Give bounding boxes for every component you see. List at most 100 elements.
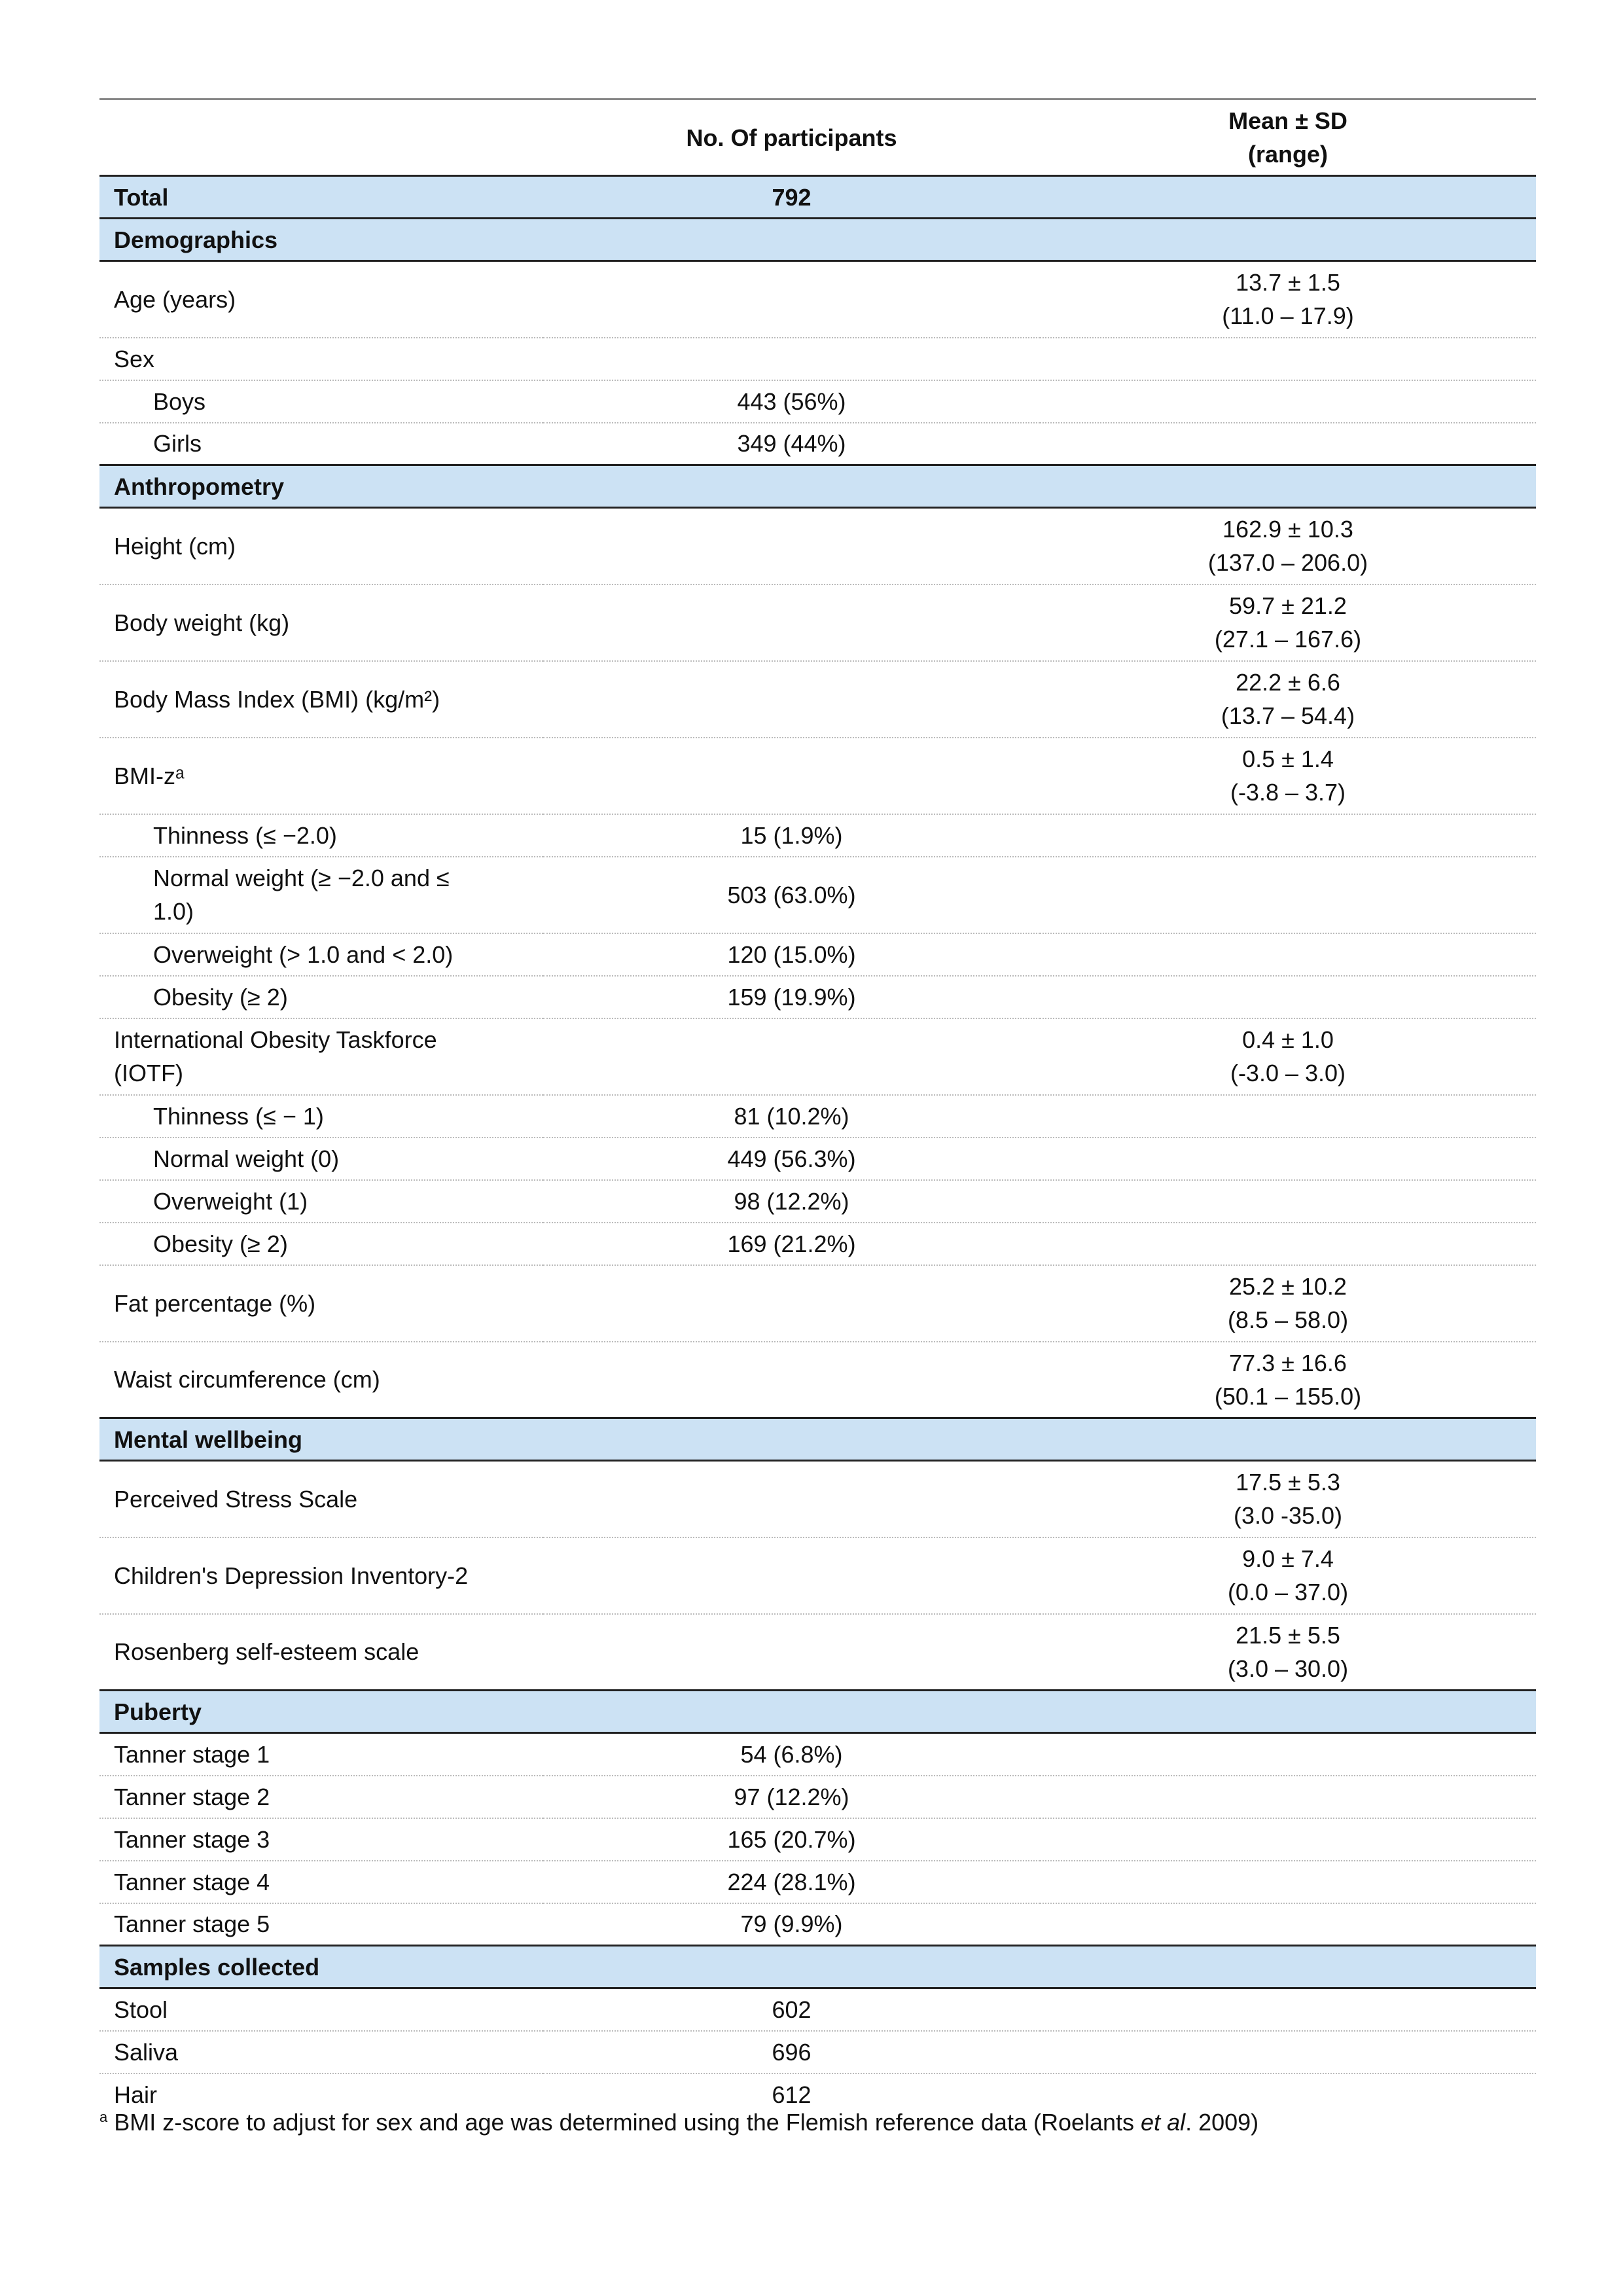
row-label: Overweight (> 1.0 and < 2.0)	[153, 941, 454, 968]
mean-sd-cell	[1040, 219, 1536, 261]
mean-sd-cell: 77.3 ± 16.6 (50.1 – 155.0)	[1040, 1342, 1536, 1418]
table-row: Height (cm) 162.9 ± 10.3 (137.0 – 206.0)	[99, 508, 1536, 584]
row-label: Hair	[114, 2081, 158, 2108]
table-row: Normal weight (≥ −2.0 and ≤ 1.0) 503 (63.…	[99, 857, 1536, 933]
participants-count	[543, 508, 1040, 584]
row-label: Tanner stage 4	[114, 1868, 270, 1895]
mean-sd-cell: 0.5 ± 1.4 (-3.8 – 3.7)	[1040, 738, 1536, 814]
mean-sd-cell: 9.0 ± 7.4 (0.0 – 37.0)	[1040, 1537, 1536, 1614]
mean-sd-cell	[1040, 1691, 1536, 1733]
table-row: Tanner stage 4 224 (28.1%)	[99, 1861, 1536, 1903]
participants-count	[543, 1342, 1040, 1418]
table-row: Normal weight (0) 449 (56.3%)	[99, 1138, 1536, 1180]
table-row: Girls 349 (44%)	[99, 423, 1536, 465]
mean-sd-value: 25.2 ± 10.2	[1229, 1273, 1347, 1300]
participants-count	[543, 1537, 1040, 1614]
range-value: (50.1 – 155.0)	[1214, 1382, 1362, 1410]
mean-sd-cell	[1040, 338, 1536, 380]
row-label: BMI-zᵃ	[114, 762, 185, 789]
row-label: Tanner stage 2	[114, 1783, 270, 1810]
footnote: a BMI z-score to adjust for sex and age …	[99, 2109, 1258, 2136]
participants-count: 54 (6.8%)	[740, 1740, 843, 1768]
participants-count	[543, 1418, 1040, 1461]
participants-count: 79 (9.9%)	[740, 1910, 843, 1938]
row-label: Height (cm)	[114, 532, 236, 560]
row-label: Puberty	[114, 1698, 202, 1725]
table-row: International Obesity Taskforce (IOTF) 0.…	[99, 1018, 1536, 1095]
participant-characteristics-table: No. Of participants Mean ± SD (range) Tot…	[99, 98, 1536, 2116]
mean-sd-cell	[1040, 1138, 1536, 1180]
participants-count: 97 (12.2%)	[734, 1783, 849, 1810]
footnote-italic: et al	[1141, 2109, 1186, 2136]
participants-count	[543, 1946, 1040, 1988]
row-label: Tanner stage 1	[114, 1740, 270, 1768]
mean-sd-value: 162.9 ± 10.3	[1222, 516, 1353, 543]
row-label: Anthropometry	[114, 473, 284, 500]
mean-sd-cell: 13.7 ± 1.5 (11.0 – 17.9)	[1040, 261, 1536, 338]
mean-sd-cell	[1040, 933, 1536, 976]
participants-count: 98 (12.2%)	[734, 1187, 849, 1215]
row-label: Age (years)	[114, 285, 236, 313]
section-header-row: Demographics	[99, 218, 1536, 261]
row-label: Tanner stage 3	[114, 1825, 270, 1853]
table-row: Rosenberg self-esteem scale 21.5 ± 5.5 (3.…	[99, 1614, 1536, 1691]
table-row: Tanner stage 2 97 (12.2%)	[99, 1776, 1536, 1818]
participants-count: 792	[772, 183, 812, 211]
participants-count: 349 (44%)	[737, 430, 846, 457]
table-body: Total 792 Demographics Age (years) 13.7 ± 1.…	[99, 175, 1536, 2116]
row-label: Thinness (≤ −2.0)	[153, 821, 337, 849]
mean-sd-cell	[1040, 1418, 1536, 1461]
row-label: Girls	[153, 430, 202, 457]
row-label: Obesity (≥ 2)	[153, 983, 288, 1011]
participants-count	[543, 465, 1040, 508]
table-row: Body Mass Index (BMI) (kg/m²) 22.2 ± 6.6 (…	[99, 661, 1536, 738]
table-row: Sex	[99, 338, 1536, 380]
row-label: Sex	[114, 345, 155, 372]
row-label: Body Mass Index (BMI) (kg/m²)	[114, 685, 440, 713]
participants-count: 224 (28.1%)	[727, 1868, 856, 1895]
participants-count: 169 (21.2%)	[727, 1230, 856, 1257]
mean-sd-value: 59.7 ± 21.2	[1229, 592, 1347, 619]
section-header-row: Samples collected	[99, 1945, 1536, 1988]
participants-count: 165 (20.7%)	[727, 1825, 856, 1853]
participants-count: 159 (19.9%)	[727, 983, 856, 1011]
table-row: Overweight (1) 98 (12.2%)	[99, 1180, 1536, 1223]
mean-sd-cell	[1040, 1818, 1536, 1861]
mean-sd-cell: 59.7 ± 21.2 (27.1 – 167.6)	[1040, 584, 1536, 661]
row-label: Fat percentage (%)	[114, 1289, 316, 1317]
participants-count: 503 (63.0%)	[727, 881, 856, 908]
mean-sd-cell	[1040, 176, 1536, 219]
mean-sd-cell	[1040, 1988, 1536, 2031]
row-label: Normal weight (≥ −2.0 and ≤ 1.0)	[153, 865, 450, 925]
mean-sd-cell	[1040, 1861, 1536, 1903]
row-label: Demographics	[114, 226, 278, 253]
participants-count: 602	[772, 1996, 812, 2023]
table-row: Boys 443 (56%)	[99, 380, 1536, 423]
mean-sd-cell: 17.5 ± 5.3 (3.0 -35.0)	[1040, 1461, 1536, 1537]
participants-count	[543, 1018, 1040, 1095]
header-col-variable	[99, 99, 543, 176]
mean-sd-cell: 0.4 ± 1.0 (-3.0 – 3.0)	[1040, 1018, 1536, 1095]
row-label: Overweight (1)	[153, 1187, 308, 1215]
table-row: Waist circumference (cm) 77.3 ± 16.6 (50.1…	[99, 1342, 1536, 1418]
range-value: (137.0 – 206.0)	[1207, 549, 1368, 577]
table-row: Stool 602	[99, 1988, 1536, 2031]
table-row: BMI-zᵃ 0.5 ± 1.4 (-3.8 – 3.7)	[99, 738, 1536, 814]
section-header-row: Mental wellbeing	[99, 1418, 1536, 1461]
section-header-row: Puberty	[99, 1690, 1536, 1733]
participants-count	[543, 1691, 1040, 1733]
row-label: Stool	[114, 1996, 168, 2023]
table-row: Thinness (≤ −2.0) 15 (1.9%)	[99, 814, 1536, 857]
row-label: Perceived Stress Scale	[114, 1485, 358, 1513]
row-label: Boys	[153, 387, 206, 415]
mean-sd-cell	[1040, 857, 1536, 933]
mean-sd-cell	[1040, 423, 1536, 465]
header-mean-sd: Mean ± SD	[1228, 107, 1347, 134]
section-header-row: Total 792	[99, 175, 1536, 219]
participants-count: 81 (10.2%)	[734, 1102, 849, 1130]
row-label: Saliva	[114, 2038, 179, 2066]
mean-sd-value: 0.4 ± 1.0	[1242, 1026, 1334, 1053]
table-row: Tanner stage 1 54 (6.8%)	[99, 1733, 1536, 1776]
table-header-row: No. Of participants Mean ± SD (range)	[99, 99, 1536, 176]
range-value: (3.0 -35.0)	[1233, 1502, 1343, 1530]
